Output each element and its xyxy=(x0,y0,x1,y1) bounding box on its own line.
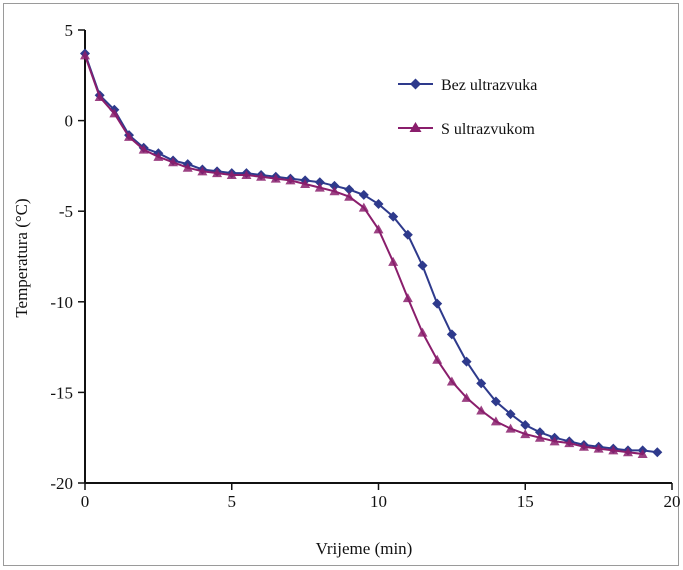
x-tick-label: 15 xyxy=(517,492,534,511)
x-tick-label: 5 xyxy=(228,492,237,511)
y-axis-title: Temperatura (°C) xyxy=(12,198,31,317)
data-point xyxy=(520,429,531,439)
data-point xyxy=(94,92,105,102)
chart-legend: Bez ultrazvuka S ultrazvukom xyxy=(398,77,537,138)
data-point xyxy=(226,169,237,179)
x-tick-label: 0 xyxy=(81,492,90,511)
data-point xyxy=(197,166,208,176)
data-point xyxy=(490,416,501,426)
data-point xyxy=(549,436,560,446)
data-point xyxy=(505,409,516,420)
data-point xyxy=(329,186,340,196)
x-axis-title: Vrijeme (min) xyxy=(316,539,413,558)
data-point xyxy=(358,202,369,212)
data-point xyxy=(256,171,267,181)
legend-entry-s-ultrazvukom: S ultrazvukom xyxy=(398,121,535,138)
data-point xyxy=(564,438,575,448)
data-point xyxy=(402,229,413,240)
data-point xyxy=(637,449,648,459)
data-point xyxy=(168,157,179,167)
legend-marker-diamond xyxy=(410,78,421,90)
data-point xyxy=(285,175,296,185)
data-point xyxy=(476,405,487,415)
data-point xyxy=(124,131,135,141)
data-point xyxy=(153,151,164,161)
series-layer xyxy=(80,48,663,459)
legend-entry-bez-ultrazvuka: Bez ultrazvuka xyxy=(398,77,537,94)
data-point xyxy=(461,356,472,367)
series-s-ultrazvukom xyxy=(80,50,648,459)
data-point xyxy=(373,198,384,209)
data-point xyxy=(388,211,399,222)
legend-label-bez-ultrazvuka: Bez ultrazvuka xyxy=(441,77,537,94)
chart-axes xyxy=(84,30,672,484)
data-point xyxy=(578,441,589,451)
data-point xyxy=(534,432,545,442)
series-bez-ultrazvuka xyxy=(80,48,663,458)
x-tick-label: 20 xyxy=(664,492,681,511)
series-line-s-ultrazvukom xyxy=(84,55,643,455)
data-point xyxy=(505,423,516,433)
data-point xyxy=(138,144,149,154)
data-point xyxy=(608,445,619,455)
axis-ticks: 0 5 10 15 20 5 0 -5 -10 -15 -20 xyxy=(50,21,680,511)
data-point xyxy=(446,376,457,386)
data-point xyxy=(520,420,531,431)
y-tick-label: 5 xyxy=(65,21,74,40)
data-point xyxy=(652,447,663,458)
legend-label-s-ultrazvukom: S ultrazvukom xyxy=(441,121,535,138)
x-tick-label: 10 xyxy=(370,492,387,511)
data-point xyxy=(402,293,413,303)
data-point xyxy=(490,396,501,407)
data-point xyxy=(388,256,399,266)
data-point xyxy=(314,182,325,192)
y-tick-label: 0 xyxy=(65,112,74,131)
data-point xyxy=(417,260,428,271)
data-point xyxy=(432,354,443,364)
data-point xyxy=(373,224,384,234)
y-tick-label: -15 xyxy=(50,383,73,402)
figure-frame xyxy=(3,3,679,566)
data-point xyxy=(534,427,545,438)
data-point xyxy=(212,168,223,178)
data-point xyxy=(241,169,252,179)
series-line-bez-ultrazvuka xyxy=(84,53,658,454)
y-tick-label: -10 xyxy=(50,293,73,312)
data-point xyxy=(593,443,604,453)
y-tick-label: -20 xyxy=(50,474,73,493)
data-point xyxy=(432,298,443,309)
data-point xyxy=(270,173,281,183)
data-point xyxy=(417,327,428,337)
data-point xyxy=(109,108,120,118)
data-point xyxy=(622,447,633,457)
legend-marker-triangle xyxy=(409,122,422,132)
data-point xyxy=(344,191,355,201)
y-tick-label: -5 xyxy=(59,202,73,221)
data-point xyxy=(461,392,472,402)
data-point xyxy=(314,177,325,188)
data-point xyxy=(344,184,355,195)
data-point xyxy=(80,50,90,60)
data-point xyxy=(476,378,487,389)
data-point xyxy=(300,179,311,189)
data-point xyxy=(358,189,369,200)
data-point xyxy=(446,329,457,340)
data-point xyxy=(329,180,340,191)
data-point xyxy=(182,162,193,172)
